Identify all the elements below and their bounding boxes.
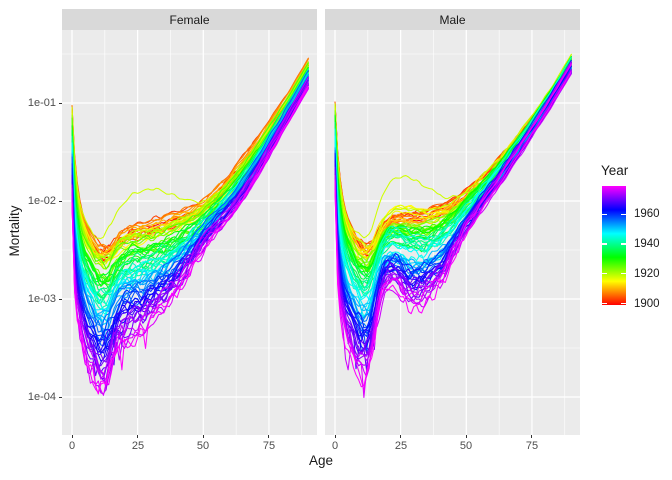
legend-colorbar-tick — [621, 273, 626, 275]
legend-label-1920: 1920 — [634, 268, 660, 280]
x-tick-label-m-25: 25 — [394, 440, 408, 452]
panel-male — [325, 30, 580, 435]
legend-colorbar-tick — [621, 213, 626, 215]
facet-strip-female: Female — [62, 9, 317, 30]
x-tick-label-f-25: 25 — [131, 440, 145, 452]
legend-label-1960: 1960 — [634, 208, 660, 220]
legend-colorbar-tick — [602, 302, 607, 305]
y-tick-label-1e-04: 1e-04 — [27, 391, 56, 403]
y-axis-tick-mark — [59, 396, 62, 398]
y-axis-tick-mark — [59, 298, 62, 300]
y-tick-label-1e-01: 1e-01 — [27, 97, 56, 109]
legend-colorbar-tick — [602, 213, 607, 215]
x-tick-label-f-50: 50 — [196, 440, 210, 452]
x-axis-tick-mark — [334, 435, 336, 438]
y-axis-title: Mortality — [7, 205, 22, 257]
legend-colorbar-tick — [621, 302, 626, 305]
x-axis-tick-mark — [71, 435, 73, 438]
x-tick-label-f-0: 0 — [68, 440, 76, 452]
y-axis-tick-mark — [59, 102, 62, 104]
x-tick-label-m-0: 0 — [331, 440, 339, 452]
legend-colorbar-tick — [602, 273, 607, 275]
x-tick-label-m-50: 50 — [459, 440, 473, 452]
panel-female — [62, 30, 317, 435]
y-axis-tick-mark — [59, 200, 62, 202]
legend-colorbar — [602, 186, 626, 305]
legend-colorbar-tick — [602, 243, 607, 245]
y-tick-label-1e-02: 1e-02 — [27, 195, 56, 207]
y-tick-label-1e-03: 1e-03 — [27, 293, 56, 305]
x-axis-tick-mark — [268, 435, 270, 438]
x-axis-tick-mark — [137, 435, 139, 438]
legend-label-1940: 1940 — [634, 238, 660, 250]
facet-label-female: Female — [169, 12, 210, 27]
x-axis-tick-mark — [531, 435, 533, 438]
facet-label-male: Male — [439, 12, 466, 27]
legend-colorbar-tick — [621, 243, 626, 245]
x-axis-tick-mark — [465, 435, 467, 438]
x-tick-label-f-75: 75 — [262, 440, 276, 452]
x-tick-label-m-75: 75 — [525, 440, 539, 452]
legend-title: Year — [601, 163, 629, 178]
x-axis-tick-mark — [202, 435, 204, 438]
facet-strip-male: Male — [325, 9, 580, 30]
x-axis-title: Age — [308, 453, 334, 468]
legend-label-1900: 1900 — [634, 298, 660, 310]
x-axis-tick-mark — [400, 435, 402, 438]
